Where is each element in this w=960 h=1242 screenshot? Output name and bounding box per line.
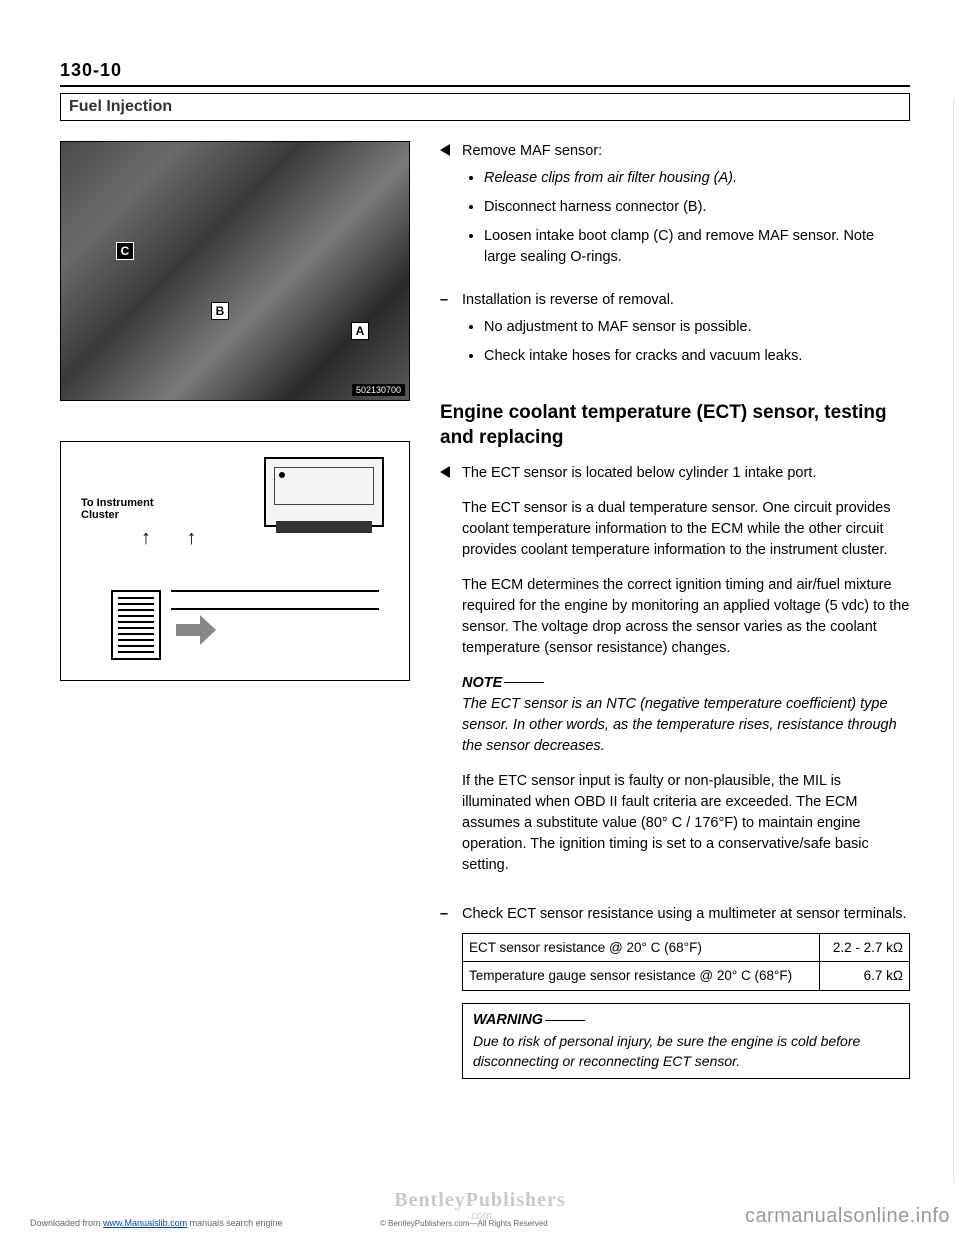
bullet-text: Release clips from air filter housing (A… (484, 170, 737, 186)
ect-heading: Engine coolant temperature (ECT) sensor,… (440, 401, 910, 450)
resistance-table: ECT sensor resistance @ 20° C (68°F) 2.2… (462, 933, 910, 991)
direction-arrow-icon (176, 615, 216, 645)
warning-rule-icon (545, 1020, 585, 1021)
engine-photo: C B A 502130700 (60, 141, 410, 401)
section-title-box: Fuel Injection (60, 93, 910, 121)
page-number: 130-10 (60, 60, 910, 81)
diagram-arrows-icon: ↑ ↑ (141, 527, 212, 550)
bullet-text: Disconnect harness connector (B). (484, 199, 706, 215)
dl-post: manuals search engine (187, 1218, 283, 1228)
step-remove-maf: Remove MAF sensor: Release clips from ai… (440, 141, 910, 276)
callout-c: C (116, 242, 134, 260)
dash-marker: – (440, 904, 462, 1079)
left-column: C B A 502130700 To Instrument Cluster ↑ … (60, 141, 410, 1093)
bullet-item: Loosen intake boot clamp (C) and remove … (484, 226, 910, 268)
bullet-list: Release clips from air filter housing (A… (484, 168, 910, 268)
photo-tag: 502130700 (352, 384, 405, 396)
watermark: carmanualsonline.info (745, 1205, 950, 1228)
dash-marker: – (440, 290, 462, 375)
paragraph: The ECT sensor is a dual temperature sen… (462, 498, 910, 561)
bullet-text: No adjustment to MAF sensor is possible. (484, 319, 752, 335)
ect-diagram: To Instrument Cluster ↑ ↑ (60, 441, 410, 681)
note-rule-icon (504, 682, 544, 683)
engine-sketch (101, 560, 379, 670)
warning-header: WARNING (473, 1012, 543, 1028)
paragraph: If the ETC sensor input is faulty or non… (462, 771, 910, 876)
table-row: ECT sensor resistance @ 20° C (68°F) 2.2… (463, 933, 910, 962)
step-body: Check ECT sensor resistance using a mult… (462, 904, 910, 1079)
note-body: The ECT sensor is an NTC (negative tempe… (462, 694, 910, 757)
callout-b: B (211, 302, 229, 320)
table-row: Temperature gauge sensor resistance @ 20… (463, 962, 910, 991)
copyright-text: © BentleyPublishers.com—All Rights Reser… (380, 1219, 548, 1228)
step-body: Remove MAF sensor: Release clips from ai… (462, 141, 910, 276)
spec-value: 2.2 - 2.7 kΩ (820, 933, 910, 962)
bullet-text: Check intake hoses for cracks and vacuum… (484, 348, 802, 364)
step-ect-location: The ECT sensor is located below cylinder… (440, 463, 910, 890)
bullet-list: No adjustment to MAF sensor is possible.… (484, 317, 910, 367)
section-title: Fuel Injection (69, 98, 172, 115)
warning-body: Due to risk of personal injury, be sure … (473, 1031, 899, 1072)
step-body: The ECT sensor is located below cylinder… (462, 463, 910, 890)
step-body: Installation is reverse of removal. No a… (462, 290, 910, 375)
spec-label: ECT sensor resistance @ 20° C (68°F) (463, 933, 820, 962)
page-header: 130-10 (60, 60, 910, 87)
bullet-item: Check intake hoses for cracks and vacuum… (484, 346, 910, 367)
spec-value: 6.7 kΩ (820, 962, 910, 991)
paragraph: The ECM determines the correct ignition … (462, 575, 910, 659)
bullet-item: Release clips from air filter housing (A… (484, 168, 910, 189)
bullet-text: Loosen intake boot clamp (C) and remove … (484, 228, 874, 265)
step-check-resistance: – Check ECT sensor resistance using a mu… (440, 904, 910, 1079)
ecm-box (264, 457, 384, 527)
callout-a: A (351, 322, 369, 340)
right-column: Remove MAF sensor: Release clips from ai… (440, 141, 910, 1093)
step-lead: Installation is reverse of removal. (462, 292, 674, 308)
bullet-item: Disconnect harness connector (B). (484, 197, 910, 218)
ect-sensor-icon (111, 590, 161, 660)
intake-line-icon (171, 590, 379, 610)
ecm-inner (274, 467, 374, 505)
margin-marks (953, 100, 954, 1182)
sensor-coil-icon (118, 597, 154, 653)
paragraph: The ECT sensor is located below cylinder… (462, 463, 910, 484)
step-install: – Installation is reverse of removal. No… (440, 290, 910, 375)
manualslib-link[interactable]: www.Manualslib.com (103, 1218, 187, 1228)
step-text: Check ECT sensor resistance using a mult… (462, 904, 910, 925)
ecm-connector (276, 521, 372, 533)
warning-box: WARNING Due to risk of personal injury, … (462, 1003, 910, 1079)
note-header: NOTE (462, 675, 502, 691)
spec-label: Temperature gauge sensor resistance @ 20… (463, 962, 820, 991)
content-area: C B A 502130700 To Instrument Cluster ↑ … (60, 141, 910, 1093)
download-line: Downloaded from www.Manualslib.com manua… (30, 1218, 283, 1228)
triangle-marker-icon (440, 141, 462, 276)
bullet-item: No adjustment to MAF sensor is possible. (484, 317, 910, 338)
dl-pre: Downloaded from (30, 1218, 103, 1228)
header-rule (60, 85, 910, 87)
ecm-dot-icon (279, 472, 285, 478)
diagram-label: To Instrument Cluster (81, 497, 154, 521)
triangle-marker-icon (440, 463, 462, 890)
note-block: NOTE The ECT sensor is an NTC (negative … (462, 673, 910, 757)
step-lead: Remove MAF sensor: (462, 143, 602, 159)
